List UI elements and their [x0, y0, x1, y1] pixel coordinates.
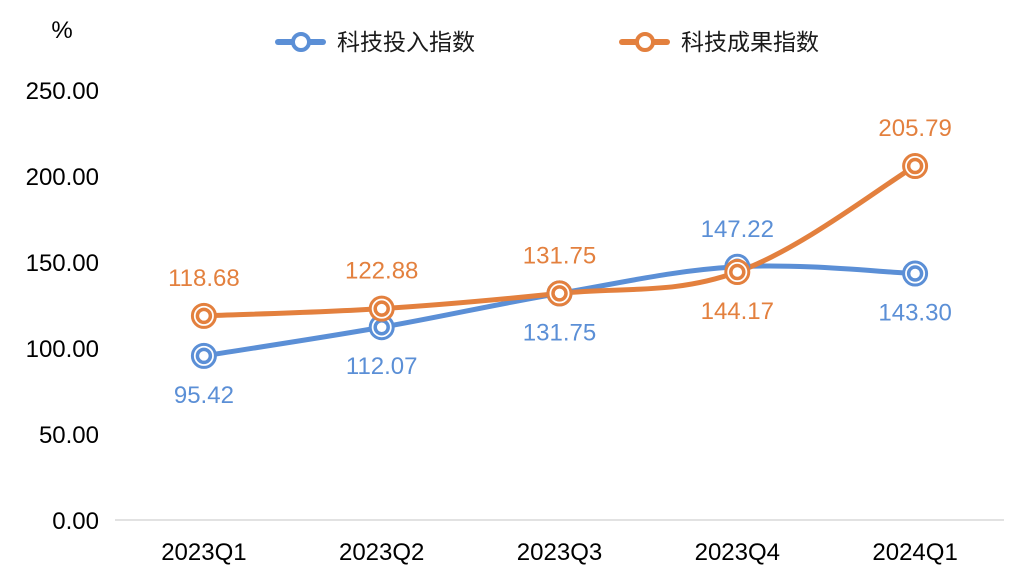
series-1-data-label: 143.30: [878, 300, 951, 327]
x-tick-label: 2024Q1: [872, 539, 957, 566]
series-2-data-label: 122.88: [345, 258, 418, 285]
series-1-point-ring: [906, 265, 924, 282]
series-2-point: [724, 259, 751, 286]
series-1-point-ring: [195, 347, 213, 365]
plot-area: 95.42 112.07 131.75 147.22 143.30 118.68 122.8…: [168, 115, 952, 409]
y-tick-label: 250.00: [26, 78, 99, 105]
series-1-data-label: 112.07: [346, 353, 418, 380]
series-2-data-label: 144.17: [701, 298, 774, 325]
series-2-point: [190, 302, 217, 329]
legend-item-series-2: 科技成果指数: [619, 30, 819, 56]
series-2-point-ring: [195, 307, 213, 325]
series-1-data-labels: 95.42 112.07 131.75 147.22 143.30: [174, 216, 952, 409]
series-1-point-ring: [373, 318, 390, 336]
x-tick-label: 2023Q4: [695, 539, 780, 566]
series-2-data-label: 205.79: [878, 115, 951, 142]
x-tick-label: 2023Q2: [339, 539, 424, 566]
series-2-point: [902, 153, 929, 180]
legend: 科技投入指数 科技成果指数: [275, 30, 819, 56]
legend-series-2-label: 科技成果指数: [681, 30, 819, 56]
y-tick-label: 50.00: [39, 422, 99, 449]
series-2-point: [368, 295, 395, 322]
series-2-point-ring: [729, 263, 746, 281]
series-2-data-label: 118.68: [168, 265, 240, 292]
legend-series-1-label: 科技投入指数: [337, 30, 475, 56]
series-2-point-ring: [551, 285, 568, 302]
x-tick-label: 2023Q1: [161, 539, 246, 566]
series-2-data-label: 131.75: [523, 242, 596, 269]
y-tick-label: 100.00: [26, 336, 99, 363]
x-tick-label: 2023Q3: [517, 539, 602, 566]
legend-series-2-marker: [635, 32, 655, 52]
series-1-data-label: 95.42: [174, 382, 234, 409]
y-tick-label: 0.00: [52, 508, 99, 535]
y-tick-label: 200.00: [26, 164, 99, 191]
x-axis-ticks: 2023Q1 2023Q2 2023Q3 2023Q4 2024Q1: [161, 539, 958, 566]
series-1-data-label: 131.75: [523, 319, 596, 346]
legend-series-1-marker: [291, 32, 311, 52]
series-1-data-label: 147.22: [701, 216, 774, 243]
series-1-point: [902, 260, 929, 287]
series-2-data-labels: 118.68 122.88 131.75 144.17 205.79: [168, 115, 952, 325]
y-axis-ticks: 0.00 50.00 100.00 150.00 200.00 250.00: [26, 78, 99, 535]
y-axis-unit: %: [51, 17, 72, 44]
legend-item-series-1: 科技投入指数: [275, 30, 475, 56]
series-2-point: [546, 280, 573, 307]
series-2-point-ring: [906, 157, 924, 175]
series-2-markers: [190, 153, 929, 329]
y-tick-label: 150.00: [26, 250, 99, 277]
series-1-point: [190, 342, 217, 369]
series-2-point-ring: [373, 300, 390, 317]
